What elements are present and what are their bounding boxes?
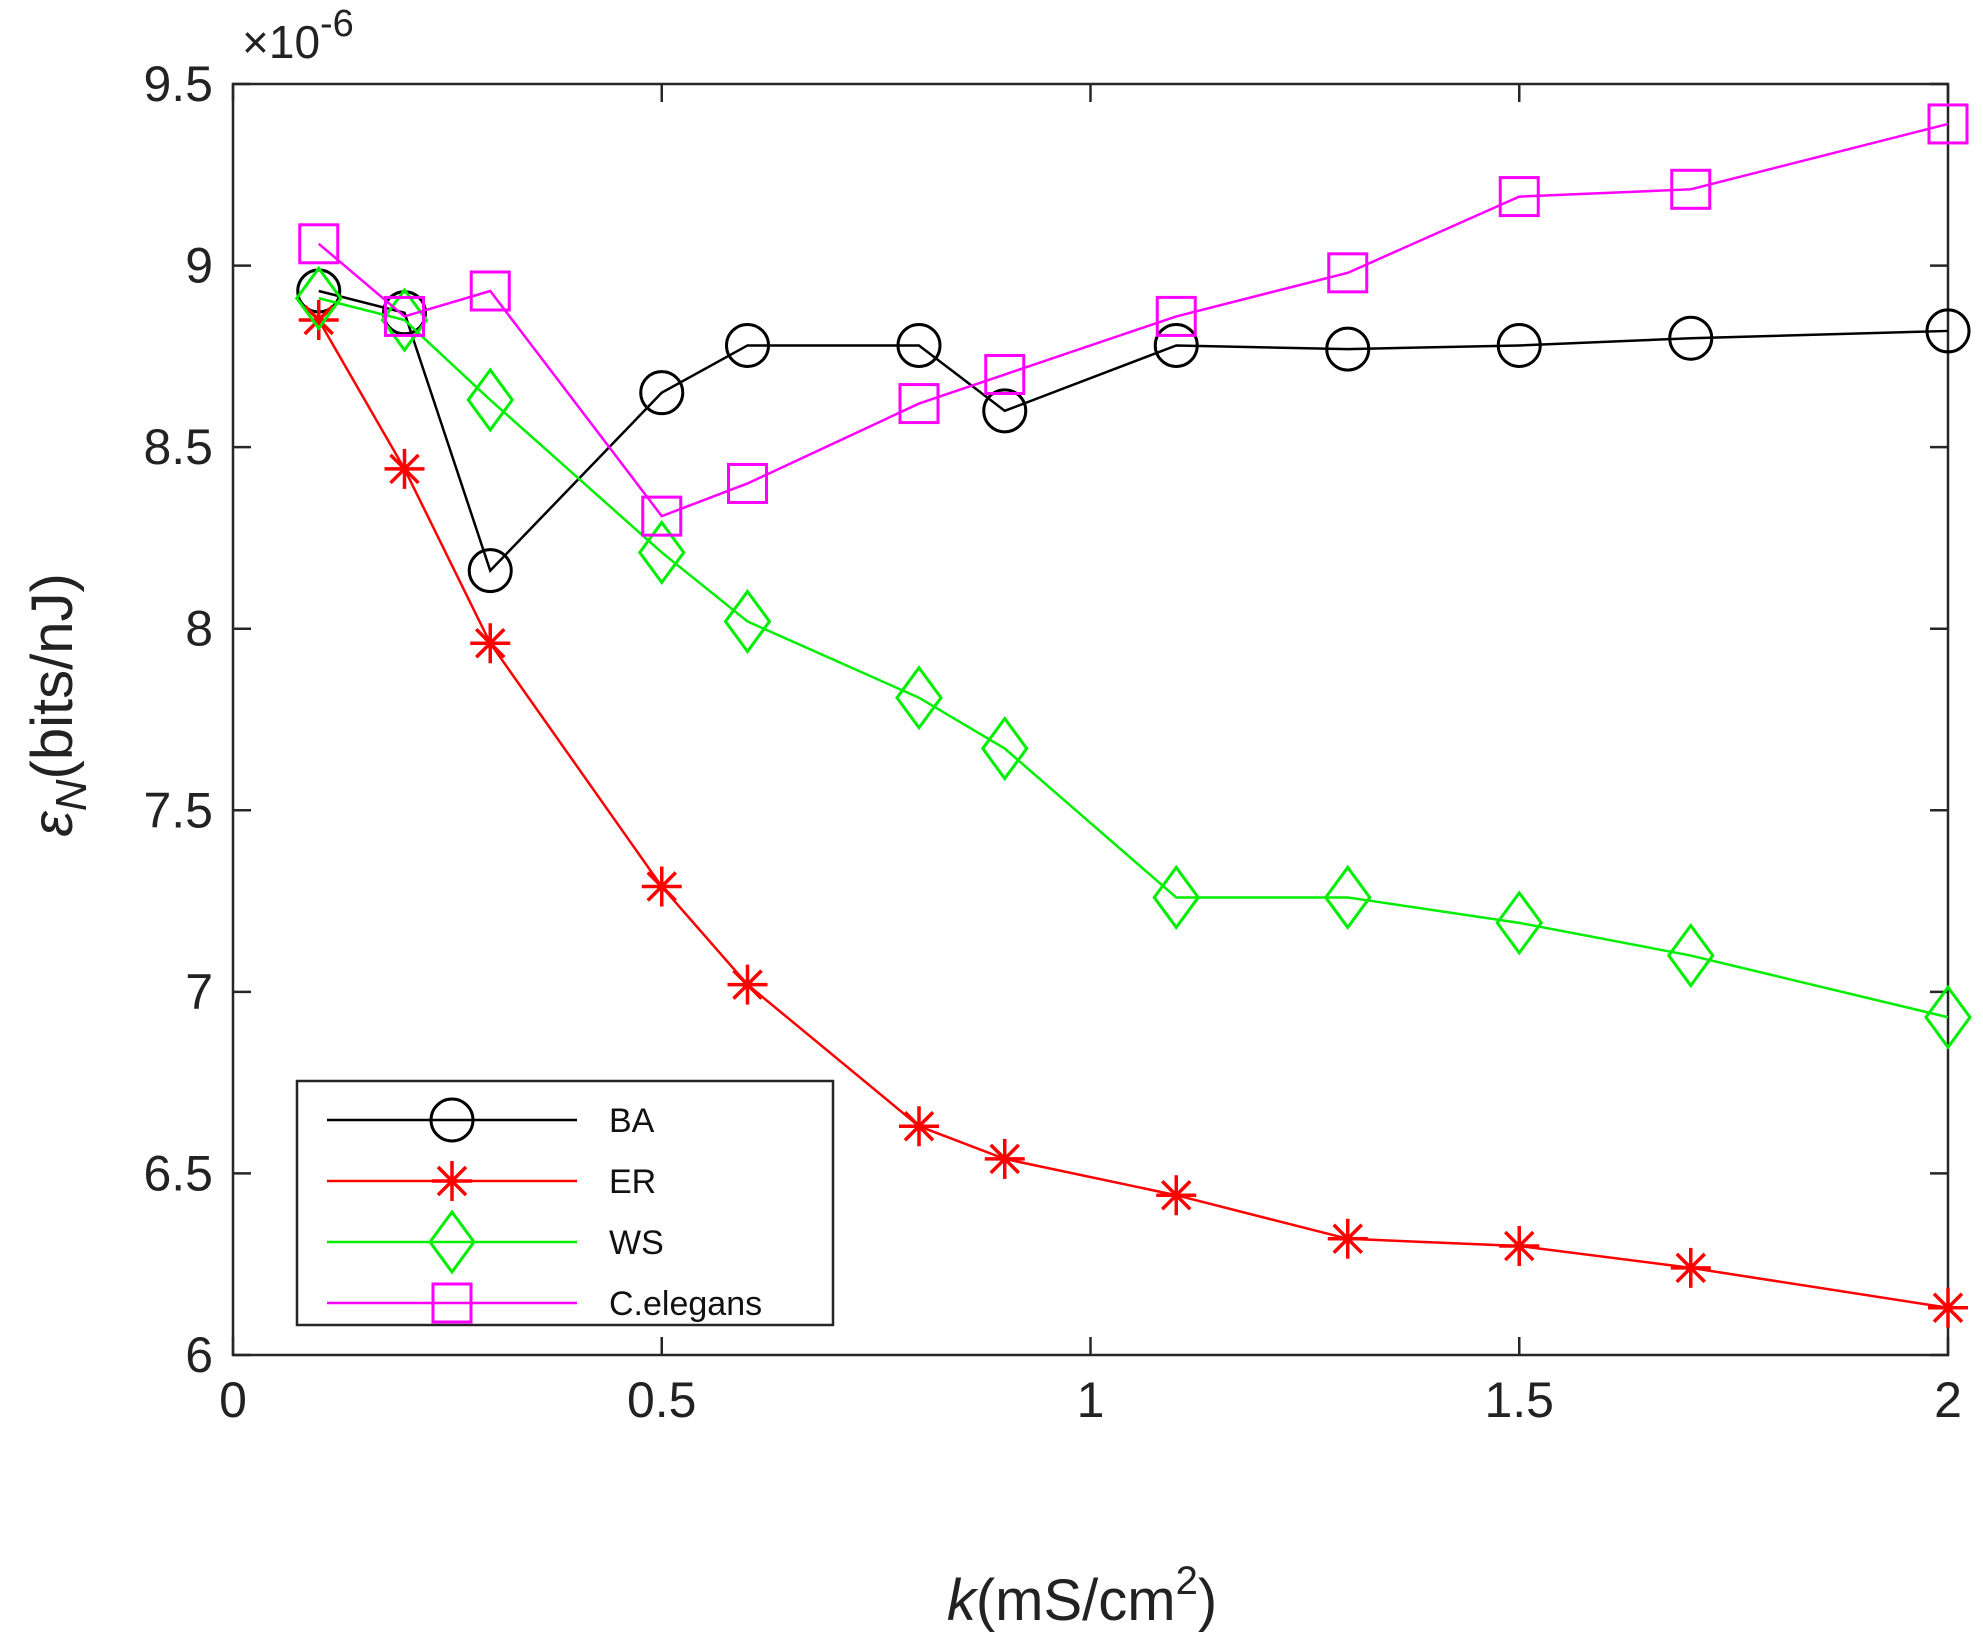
data-point-ws	[1323, 864, 1372, 930]
series-er	[298, 300, 1968, 1328]
series-line-er	[317, 319, 1949, 1310]
data-point-ba	[639, 370, 685, 416]
y-axis-symbol: ε	[20, 810, 85, 837]
y-multiplier-prefix: ×10	[242, 16, 320, 68]
data-point-er	[298, 300, 339, 341]
series-layer	[294, 103, 1972, 1328]
x-axis-unit: (mS/cm	[976, 1568, 1176, 1633]
data-point-c-elegans	[898, 383, 940, 425]
legend-label-ws: WS	[609, 1224, 664, 1262]
data-point-ws	[637, 519, 686, 585]
series-line-c-elegans	[317, 122, 1949, 518]
y-axis-title: εN(bits/nJ)	[20, 573, 96, 837]
series-c-elegans	[298, 103, 1969, 537]
legend: BA ER WS C.elegans	[295, 1079, 835, 1327]
legend-marker-ws	[428, 1209, 476, 1275]
data-point-c-elegans	[298, 223, 340, 265]
data-point-ws	[1495, 890, 1544, 956]
data-point-er	[727, 964, 768, 1005]
y-axis-unit: (bits/nJ)	[20, 573, 85, 779]
y-tick-label: 8	[185, 601, 213, 657]
data-point-c-elegans	[1927, 103, 1969, 145]
data-point-er	[1670, 1247, 1711, 1288]
x-tick-label: 2	[1934, 1372, 1962, 1428]
data-point-er	[1499, 1226, 1540, 1267]
data-point-ws	[895, 665, 943, 731]
axis-ticks: 0 0.5 1 1.5 2 6 6.5 7 7.5 8 8.5 9 9.5	[143, 56, 1961, 1428]
series-line-ba	[318, 289, 1949, 573]
legend-label-c-elegans: C.elegans	[609, 1285, 762, 1323]
data-point-er	[384, 448, 425, 489]
data-point-ws	[723, 588, 772, 654]
y-multiplier-exponent: -6	[320, 3, 354, 45]
data-point-er	[641, 866, 682, 907]
data-point-er	[984, 1138, 1025, 1179]
data-point-er	[470, 623, 511, 664]
data-point-c-elegans	[384, 295, 425, 337]
y-tick-label: 7	[185, 964, 213, 1020]
legend-marker-ba	[429, 1097, 475, 1143]
y-tick-label: 6	[185, 1327, 213, 1383]
data-point-ba	[467, 548, 513, 594]
data-point-c-elegans	[1327, 252, 1369, 294]
y-tick-label: 9.5	[143, 56, 213, 112]
x-tick-label: 1	[1077, 1372, 1105, 1428]
y-tick-label: 9	[185, 238, 213, 294]
axis-labels: ×10-6 k(mS/cm2) εN(bits/nJ)	[20, 3, 1217, 1633]
series-ws	[294, 265, 1972, 1050]
data-point-c-elegans	[1498, 176, 1540, 218]
data-point-c-elegans	[641, 495, 683, 537]
data-point-c-elegans	[984, 354, 1026, 396]
y-axis-multiplier: ×10-6	[242, 3, 354, 68]
data-point-c-elegans	[1670, 168, 1712, 210]
x-tick-label: 0	[219, 1372, 247, 1428]
data-point-ws	[1924, 984, 1972, 1050]
legend-marker-c-elegans	[431, 1282, 473, 1324]
data-point-c-elegans	[469, 270, 511, 312]
data-point-er	[899, 1106, 939, 1147]
data-point-ba	[982, 388, 1028, 434]
x-axis-variable: k	[947, 1568, 979, 1633]
x-axis-unit-exponent: 2	[1176, 1559, 1198, 1603]
data-point-ws	[380, 287, 429, 353]
data-point-ws	[1666, 923, 1715, 989]
data-point-ws	[980, 716, 1029, 782]
data-point-ba	[1925, 308, 1971, 354]
y-tick-label: 7.5	[143, 782, 213, 838]
y-tick-label: 8.5	[143, 419, 213, 475]
data-point-c-elegans	[727, 462, 768, 504]
legend-box	[295, 1079, 835, 1327]
data-point-c-elegans	[1155, 295, 1197, 337]
x-axis-title: k(mS/cm2)	[947, 1559, 1217, 1633]
data-point-ba	[1153, 322, 1199, 368]
data-point-er	[1156, 1175, 1197, 1216]
legend-label-er: ER	[609, 1163, 656, 1201]
x-tick-label: 0.5	[627, 1372, 697, 1428]
y-tick-label: 6.5	[143, 1145, 213, 1201]
data-point-ba	[725, 322, 770, 368]
data-point-ws	[294, 265, 343, 331]
series-line-ws	[318, 297, 1949, 1019]
legend-marker-er	[432, 1161, 472, 1201]
data-point-ba	[1668, 315, 1714, 361]
data-point-er	[1928, 1287, 1968, 1328]
data-point-ba	[1496, 322, 1542, 368]
legend-label-ba: BA	[609, 1102, 655, 1140]
data-point-ba	[896, 322, 942, 368]
data-point-ws	[1152, 864, 1201, 930]
x-tick-label: 1.5	[1484, 1372, 1554, 1428]
data-point-er	[1327, 1218, 1368, 1259]
data-point-ba	[1325, 326, 1371, 372]
x-axis-unit-close: )	[1198, 1568, 1217, 1633]
data-point-ws	[466, 367, 515, 433]
y-axis-symbol-subscript: N	[47, 779, 96, 811]
